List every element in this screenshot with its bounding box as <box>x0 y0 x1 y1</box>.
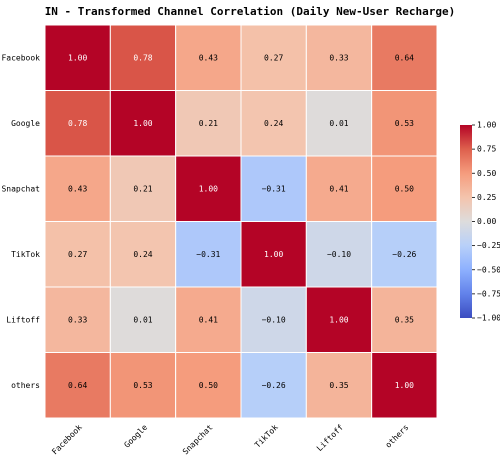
cell-label: 0.33 <box>329 53 348 62</box>
colorbar-tick-label: 0.50 <box>477 169 496 178</box>
colorbar-tick-label: −1.00 <box>477 314 500 323</box>
heatmap-cell <box>240 90 307 157</box>
cell-label: 1.00 <box>264 250 283 259</box>
cell-label: −0.10 <box>327 250 351 259</box>
colorbar-tick-label: −0.75 <box>477 289 500 298</box>
chart-title: IN - Transformed Channel Correlation (Da… <box>45 5 456 18</box>
cell-label: 0.24 <box>133 250 152 259</box>
x-tick-label: Google <box>122 423 149 450</box>
cell-label: 0.24 <box>264 119 283 128</box>
heatmap-cell <box>109 155 177 222</box>
cell-label: 0.64 <box>68 381 87 390</box>
cell-label: 0.21 <box>199 119 218 128</box>
cell-label: −0.26 <box>392 250 416 259</box>
cell-label: −0.31 <box>196 250 220 259</box>
y-tick-label: Google <box>11 119 40 128</box>
heatmap-cell <box>240 155 307 222</box>
x-tick-label: Liftoff <box>315 423 345 453</box>
heatmap-cell <box>175 286 242 353</box>
cell-label: 1.00 <box>329 315 348 324</box>
y-tick-label: Snapchat <box>1 184 40 193</box>
heatmap-cell <box>305 352 373 419</box>
heatmap-cell <box>240 24 307 91</box>
cell-label: 0.35 <box>329 381 348 390</box>
heatmap-cell <box>44 352 111 419</box>
cell-label: 1.00 <box>133 119 152 128</box>
x-tick-label: Snapchat <box>181 423 215 455</box>
cell-label: 1.00 <box>395 381 414 390</box>
cell-label: −0.10 <box>262 315 286 324</box>
colorbar-tick-label: −0.50 <box>477 265 500 274</box>
cell-label: 0.01 <box>133 315 152 324</box>
y-tick-label: others <box>11 381 40 390</box>
heatmap-cell <box>109 90 177 157</box>
x-tick-label: Facebook <box>50 423 84 455</box>
heatmap-cell <box>240 352 307 419</box>
x-tick-label: TikTok <box>253 423 280 450</box>
cell-label: 0.78 <box>133 53 152 62</box>
heatmap-cell <box>305 286 373 353</box>
cell-label: 0.27 <box>264 53 283 62</box>
x-tick-label: others <box>384 423 411 450</box>
heatmap-cell <box>371 90 438 157</box>
heatmap-cell <box>371 24 438 91</box>
heatmap-cell <box>371 221 438 288</box>
heatmap-cell <box>44 24 111 91</box>
cell-label: 1.00 <box>68 53 87 62</box>
cell-label: 0.53 <box>395 119 414 128</box>
heatmap-cell <box>305 221 373 288</box>
y-tick-label: Liftoff <box>6 315 40 324</box>
heatmap-cell <box>175 221 242 288</box>
cell-label: 0.41 <box>199 315 218 324</box>
cell-label: 0.64 <box>395 53 414 62</box>
cell-label: −0.31 <box>262 184 286 193</box>
colorbar-tick-label: 0.75 <box>477 145 496 154</box>
colorbar-tick-label: 0.25 <box>477 193 496 202</box>
cell-label: 0.27 <box>68 250 87 259</box>
heatmap-cell <box>240 286 307 353</box>
heatmap-cell <box>371 155 438 222</box>
heatmap-cell <box>371 352 438 419</box>
cell-label: 0.33 <box>68 315 87 324</box>
cell-label: 0.01 <box>329 119 348 128</box>
y-tick-label: TikTok <box>11 250 40 259</box>
heatmap-cell <box>175 24 242 91</box>
cell-label: 0.43 <box>199 53 218 62</box>
cell-label: 0.41 <box>329 184 348 193</box>
cell-label: 0.21 <box>133 184 152 193</box>
heatmap-cell <box>44 221 111 288</box>
heatmap-cell <box>109 24 177 91</box>
heatmap-cell <box>305 155 373 222</box>
cell-label: 0.35 <box>395 315 414 324</box>
colorbar-tick-label: 0.00 <box>477 217 496 226</box>
heatmap-cell <box>109 221 177 288</box>
cell-label: 1.00 <box>199 184 218 193</box>
cell-label: 0.50 <box>199 381 218 390</box>
cell-label: 0.50 <box>395 184 414 193</box>
cell-label: 0.78 <box>68 119 87 128</box>
colorbar <box>460 125 472 318</box>
y-tick-label: Facebook <box>1 53 40 62</box>
cell-label: 0.43 <box>68 184 87 193</box>
cell-label: 0.53 <box>133 381 152 390</box>
heatmap-cell <box>371 286 438 353</box>
cell-label: −0.26 <box>262 381 286 390</box>
colorbar-tick-label: −0.25 <box>477 241 500 250</box>
heatmap-cell <box>44 286 111 353</box>
colorbar-tick-label: 1.00 <box>477 121 496 130</box>
heatmap-cell <box>240 221 307 288</box>
